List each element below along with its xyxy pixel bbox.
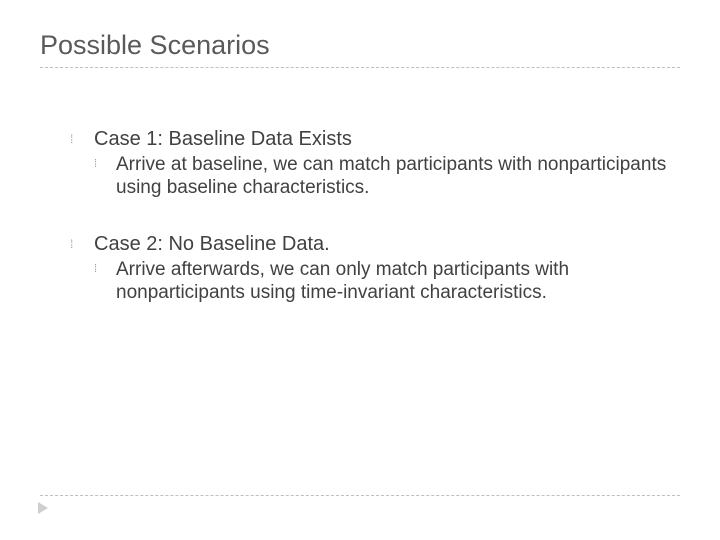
list-subitem-label: Arrive at baseline, we can match partici… bbox=[116, 153, 670, 199]
list-subitem-label: Arrive afterwards, we can only match par… bbox=[116, 258, 670, 304]
play-icon bbox=[38, 502, 48, 514]
bullet-icon: ⁞ bbox=[94, 153, 104, 175]
list-item: ⁞ Case 1: Baseline Data Exists ⁞ Arrive … bbox=[70, 128, 670, 199]
list-subitem: ⁞ Arrive at baseline, we can match parti… bbox=[94, 153, 670, 199]
slide: Possible Scenarios ⁞ Case 1: Baseline Da… bbox=[0, 0, 720, 540]
list-item-label: Case 2: No Baseline Data. bbox=[94, 233, 330, 256]
bullet-icon: ⁞ bbox=[94, 258, 104, 280]
slide-title: Possible Scenarios bbox=[40, 30, 680, 61]
title-divider bbox=[40, 67, 680, 68]
body: ⁞ Case 1: Baseline Data Exists ⁞ Arrive … bbox=[40, 128, 680, 304]
list-item: ⁞ Case 2: No Baseline Data. ⁞ Arrive aft… bbox=[70, 233, 670, 304]
bullet-icon: ⁞ bbox=[70, 233, 80, 255]
footer-divider bbox=[40, 495, 680, 496]
list-subitem: ⁞ Arrive afterwards, we can only match p… bbox=[94, 258, 670, 304]
list-item-label: Case 1: Baseline Data Exists bbox=[94, 128, 352, 151]
bullet-icon: ⁞ bbox=[70, 128, 80, 150]
